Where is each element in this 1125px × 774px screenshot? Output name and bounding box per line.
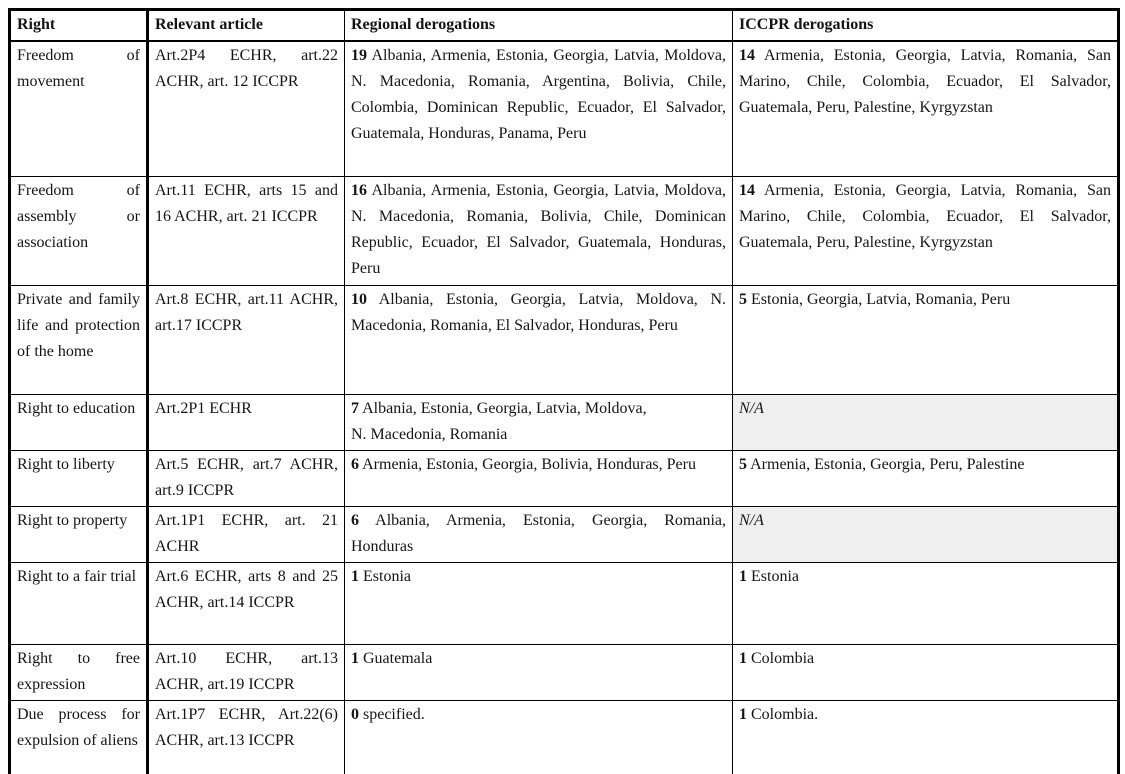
cell-relevant-article: Art.6 ECHR, arts 8 and 25 ACHR, art.14 I… [147,562,345,645]
table-row: Right to liberty Art.5 ECHR, art.7 ACHR, … [9,450,1119,507]
table-row: Freedom of assembly or association Art.11… [9,176,1119,286]
derogation-count: 0 [351,706,359,723]
cell-iccpr-derogations: 1 Colombia. [732,700,1119,774]
derogation-count: 6 [351,456,359,473]
cell-relevant-article: Art.2P1 ECHR [147,394,345,451]
column-header-relevant-article: Relevant article [147,9,345,42]
derogation-count: 1 [351,650,359,667]
cell-iccpr-derogations: 1 Colombia [732,644,1119,701]
derogation-count: 14 [739,47,755,64]
cell-right: Right to property [9,506,149,563]
table-row: Freedom of movement Art.2P4 ECHR, art.22 … [9,40,1119,177]
cell-right: Due process for expulsion of aliens [9,700,149,774]
table-body: Freedom of movement Art.2P4 ECHR, art.22 … [9,40,1119,774]
derogation-count: 1 [739,568,747,585]
cell-relevant-article: Art.8 ECHR, art.11 ACHR, art.17 ICCPR [147,285,345,395]
derogation-count: 1 [739,650,747,667]
cell-regional-derogations: 0 specified. [344,700,733,774]
cell-iccpr-derogations: 14 Armenia, Estonia, Georgia, Latvia, Ro… [732,40,1119,177]
cell-relevant-article: Art.2P4 ECHR, art.22 ACHR, art. 12 ICCPR [147,40,345,177]
column-header-right: Right [9,9,149,42]
cell-iccpr-derogations: 14 Armenia, Estonia, Georgia, Latvia, Ro… [732,176,1119,286]
cell-right: Freedom of movement [9,40,149,177]
table-row: Right to free expression Art.10 ECHR, art… [9,644,1119,701]
cell-regional-derogations: 6 Albania, Armenia, Estonia, Georgia, Ro… [344,506,733,563]
derogation-count: 16 [351,182,367,199]
table-row: Private and family life and protection o… [9,285,1119,395]
cell-regional-derogations: 19 Albania, Armenia, Estonia, Georgia, L… [344,40,733,177]
cell-iccpr-derogations: 1 Estonia [732,562,1119,645]
cell-right: Freedom of assembly or association [9,176,149,286]
cell-iccpr-derogations: 5 Estonia, Georgia, Latvia, Romania, Per… [732,285,1119,395]
table-row: Due process for expulsion of aliens Art.1… [9,700,1119,774]
cell-relevant-article: Art.10 ECHR, art.13 ACHR, art.19 ICCPR [147,644,345,701]
cell-regional-derogations: 10 Albania, Estonia, Georgia, Latvia, Mo… [344,285,733,395]
column-header-iccpr-derogations: ICCPR derogations [732,9,1119,42]
cell-right: Private and family life and protection o… [9,285,149,395]
cell-relevant-article: Art.1P7 ECHR, Art.22(6) ACHR, art.13 ICC… [147,700,345,774]
table-row: Right to education Art.2P1 ECHR 7 Albania,… [9,394,1119,451]
cell-right: Right to a fair trial [9,562,149,645]
column-header-regional-derogations: Regional derogations [344,9,733,42]
cell-right: Right to liberty [9,450,149,507]
derogation-count: 1 [739,706,747,723]
cell-right: Right to education [9,394,149,451]
derogation-count: 7 [351,400,359,417]
cell-right: Right to free expression [9,644,149,701]
derogation-count: 1 [351,568,359,585]
table-row: Right to property Art.1P1 ECHR, art. 21 A… [9,506,1119,563]
cell-iccpr-derogations: N/A [732,506,1119,563]
cell-regional-derogations: 6 Armenia, Estonia, Georgia, Bolivia, Ho… [344,450,733,507]
derogation-count: 6 [351,512,359,529]
cell-regional-derogations: 7 Albania, Estonia, Georgia, Latvia, Mol… [344,394,733,451]
cell-regional-derogations: 1 Estonia [344,562,733,645]
table-header-row: Right Relevant article Regional derogati… [9,9,1119,42]
table-row: Right to a fair trial Art.6 ECHR, arts 8 … [9,562,1119,645]
cell-iccpr-derogations: 5 Armenia, Estonia, Georgia, Peru, Pales… [732,450,1119,507]
derogation-count: 19 [351,47,367,64]
cell-relevant-article: Art.5 ECHR, art.7 ACHR, art.9 ICCPR [147,450,345,507]
derogation-count: 10 [351,291,367,308]
cell-iccpr-derogations: N/A [732,394,1119,451]
derogations-table: Right Relevant article Regional derogati… [8,8,1120,774]
derogation-count: 5 [739,291,747,308]
cell-relevant-article: Art.1P1 ECHR, art. 21 ACHR [147,506,345,563]
cell-regional-derogations: 16 Albania, Armenia, Estonia, Georgia, L… [344,176,733,286]
derogation-count: 14 [739,182,755,199]
cell-relevant-article: Art.11 ECHR, arts 15 and 16 ACHR, art. 2… [147,176,345,286]
cell-regional-derogations: 1 Guatemala [344,644,733,701]
derogation-count: 5 [739,456,747,473]
